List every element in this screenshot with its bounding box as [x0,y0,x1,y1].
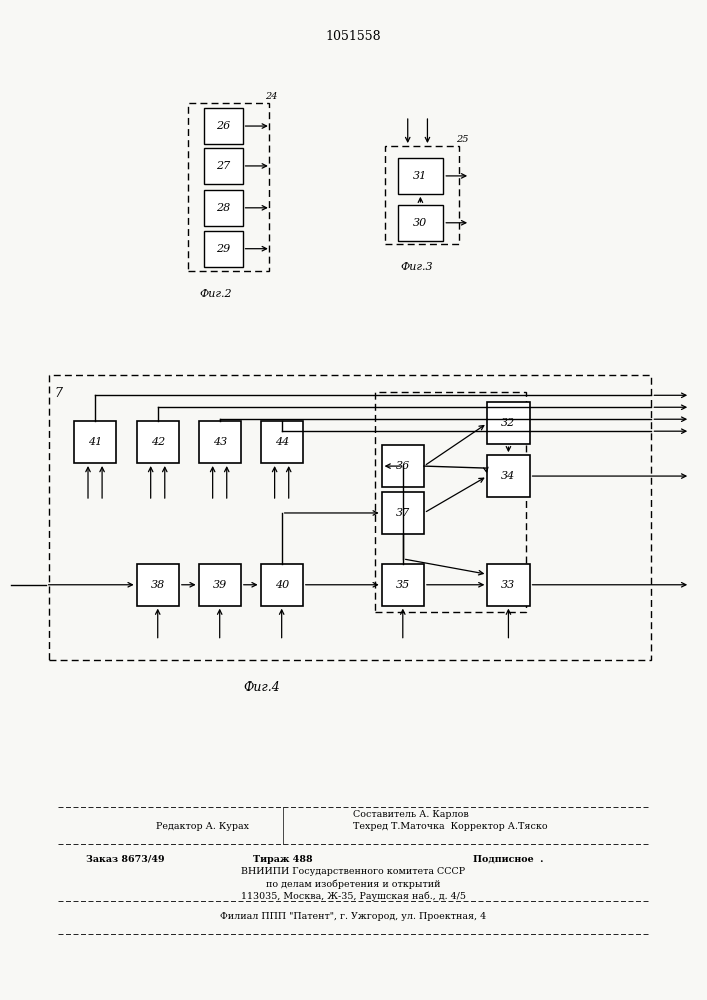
Text: 32: 32 [501,418,515,428]
Text: Подписное  .: Подписное . [473,854,544,863]
Bar [397,158,443,194]
Bar [382,445,424,487]
Text: Заказ 8673/49: Заказ 8673/49 [86,854,165,863]
Text: 28: 28 [216,203,230,213]
Text: 33: 33 [501,580,515,590]
Bar [199,564,241,606]
Bar [136,421,179,463]
Text: Фиг.3: Фиг.3 [401,262,433,272]
Bar [204,108,243,144]
Text: ВНИИПИ Государственного комитета СССР: ВНИИПИ Государственного комитета СССР [241,867,466,876]
Bar [385,146,459,244]
Text: Фиг.2: Фиг.2 [200,289,233,299]
Bar [261,421,303,463]
Text: 43: 43 [213,437,227,447]
Bar [204,148,243,184]
Text: Тираж 488: Тираж 488 [253,854,313,863]
Bar [382,564,424,606]
Text: 42: 42 [151,437,165,447]
Text: 36: 36 [396,461,410,471]
Text: Составитель А. Карлов: Составитель А. Карлов [354,810,469,819]
Bar [397,205,443,241]
Text: Фиг.4: Фиг.4 [244,681,281,694]
Text: Редактор А. Курах: Редактор А. Курах [156,822,250,831]
Bar [487,402,530,444]
Bar [487,455,530,497]
Text: по делам изобретения и открытий: по делам изобретения и открытий [267,879,440,889]
Text: 31: 31 [414,171,428,181]
Text: 35: 35 [396,580,410,590]
Bar [204,231,243,267]
Text: 38: 38 [151,580,165,590]
Text: 113035, Москва, Ж-35, Раушская наб., д. 4/5: 113035, Москва, Ж-35, Раушская наб., д. … [241,891,466,901]
Bar [74,421,116,463]
Bar [382,492,424,534]
Text: 44: 44 [274,437,288,447]
Bar [261,564,303,606]
Bar [199,421,241,463]
Text: 1051558: 1051558 [326,30,381,43]
Text: 34: 34 [501,471,515,481]
Bar [188,103,269,271]
Text: 41: 41 [88,437,103,447]
Text: 7: 7 [55,387,63,400]
Bar [487,564,530,606]
Text: 39: 39 [213,580,227,590]
Text: 26: 26 [216,121,230,131]
Text: Техред Т.Маточка  Корректор А.Тяско: Техред Т.Маточка Корректор А.Тяско [354,822,548,831]
Text: 25: 25 [455,135,468,144]
Text: Филиал ППП "Патент", г. Ужгород, ул. Проектная, 4: Филиал ППП "Патент", г. Ужгород, ул. Про… [221,912,486,921]
Text: 37: 37 [396,508,410,518]
Text: 30: 30 [414,218,428,228]
Bar [49,375,651,660]
Bar [136,564,179,606]
Text: 24: 24 [265,92,278,101]
Text: 40: 40 [274,580,288,590]
Text: 27: 27 [216,161,230,171]
Text: 29: 29 [216,244,230,254]
Bar [375,392,526,612]
Bar [204,190,243,226]
